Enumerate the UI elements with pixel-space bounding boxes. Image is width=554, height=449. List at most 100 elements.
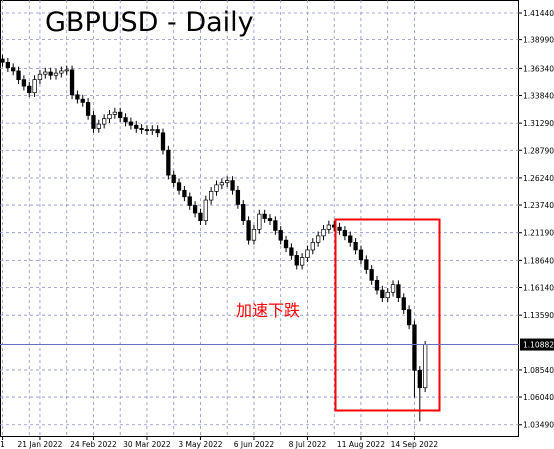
x-tick-label: 14 Sep 2022 xyxy=(391,440,439,449)
annotation: 加速下跌 xyxy=(236,301,300,320)
highlight-box xyxy=(334,218,441,412)
candle-body xyxy=(241,204,246,222)
x-tick-label: 30 Mar 2022 xyxy=(123,440,171,449)
candle-body xyxy=(401,297,406,310)
candle-body xyxy=(91,115,96,129)
candle-body xyxy=(144,129,150,131)
y-tick-label: 1.26240 xyxy=(523,174,554,183)
candle-body xyxy=(107,113,112,120)
candle-body xyxy=(198,212,203,222)
candle-body xyxy=(353,242,358,251)
y-tick-label: 1.16140 xyxy=(523,284,554,293)
candle-body xyxy=(96,123,101,129)
y-tick-label: 1.28790 xyxy=(523,146,554,155)
chart-title: GBPUSD - Daily xyxy=(45,7,254,38)
candle-body xyxy=(406,309,412,326)
candle-body xyxy=(289,247,294,256)
candle-body xyxy=(187,196,192,206)
x-tick-label: 3 May 2022 xyxy=(178,440,222,449)
y-tick-label: 1.23740 xyxy=(523,201,554,210)
candle-body xyxy=(369,269,374,281)
candle-body xyxy=(305,249,310,258)
candle-body xyxy=(53,72,59,76)
candle-body xyxy=(246,220,251,241)
candle-body xyxy=(262,213,267,219)
candle-body xyxy=(5,61,11,69)
candle-body xyxy=(155,129,160,134)
x-tick-label: 24 Feb 2022 xyxy=(70,440,117,449)
candle-body xyxy=(192,205,198,214)
candle-body xyxy=(342,230,348,237)
candle-body xyxy=(225,180,230,184)
candle-body xyxy=(396,284,401,299)
x-tick-label: 1 xyxy=(0,440,5,449)
candle-body xyxy=(150,129,155,131)
candle-body xyxy=(171,174,176,184)
candle-body xyxy=(128,121,134,126)
y-tick-label: 1.03490 xyxy=(523,421,554,430)
x-tick-label: 11 Aug 2022 xyxy=(337,440,385,449)
candle-body xyxy=(374,279,380,291)
candle-body xyxy=(139,128,144,130)
candle-body xyxy=(358,249,364,261)
candle-body xyxy=(283,239,289,249)
candles xyxy=(0,54,428,422)
x-tick-label: 8 Jul 2022 xyxy=(289,440,327,449)
candle-body xyxy=(364,259,369,270)
candle-body xyxy=(267,218,273,222)
y-tick-label: 1.41440 xyxy=(523,9,554,18)
candle-body xyxy=(134,124,139,129)
candle-body xyxy=(251,228,257,241)
candle-body xyxy=(166,149,171,176)
candle-body xyxy=(235,189,241,205)
candle-body xyxy=(337,226,342,231)
candle-body xyxy=(299,257,305,266)
y-tick-label: 1.18640 xyxy=(523,256,554,265)
candle-body xyxy=(417,370,422,389)
candle-body xyxy=(182,189,187,198)
y-tick-label: 1.36340 xyxy=(523,64,554,73)
candle-body xyxy=(316,235,321,243)
y-tick-label: 1.38990 xyxy=(523,36,554,45)
candle-body xyxy=(75,94,80,100)
candle-body xyxy=(21,79,27,87)
candle-body xyxy=(112,111,118,115)
candle-body xyxy=(321,228,326,237)
candle-body xyxy=(48,71,53,76)
candle-body xyxy=(160,132,166,151)
candle-body xyxy=(348,235,353,243)
candle-body xyxy=(390,284,396,293)
candle-body xyxy=(69,69,75,96)
x-tick-label: 6 Jun 2022 xyxy=(234,440,275,449)
y-tick-label: 1.21190 xyxy=(523,229,554,238)
candle-body xyxy=(385,291,390,299)
candle-body xyxy=(214,184,219,192)
candle-body xyxy=(423,344,428,389)
candle-body xyxy=(27,85,32,94)
candle-body xyxy=(123,117,128,123)
candle-body xyxy=(32,79,37,94)
candle-body xyxy=(118,111,123,118)
y-tick-label: 1.08540 xyxy=(523,366,554,375)
candle-body xyxy=(43,71,48,75)
y-tick-label: 1.06040 xyxy=(523,393,554,402)
y-tick-label: 1.33840 xyxy=(523,91,554,100)
candle-body xyxy=(176,182,182,191)
candle-body xyxy=(380,289,385,299)
candle-body xyxy=(230,180,235,191)
candle-body xyxy=(273,220,278,231)
candle-body xyxy=(310,242,315,251)
candle-body xyxy=(11,67,16,72)
candle-body xyxy=(37,73,43,80)
candle-body xyxy=(412,324,417,371)
y-tick-label: 1.31290 xyxy=(523,119,554,128)
price-label: 1.10882 xyxy=(523,341,554,350)
price-label-bg xyxy=(520,338,554,351)
candle-body xyxy=(257,213,262,230)
candle-body xyxy=(59,70,64,74)
candle-body xyxy=(326,224,331,230)
candle-body xyxy=(278,230,283,241)
y-tick-label: 1.13590 xyxy=(523,311,554,320)
candle-body xyxy=(0,58,5,63)
